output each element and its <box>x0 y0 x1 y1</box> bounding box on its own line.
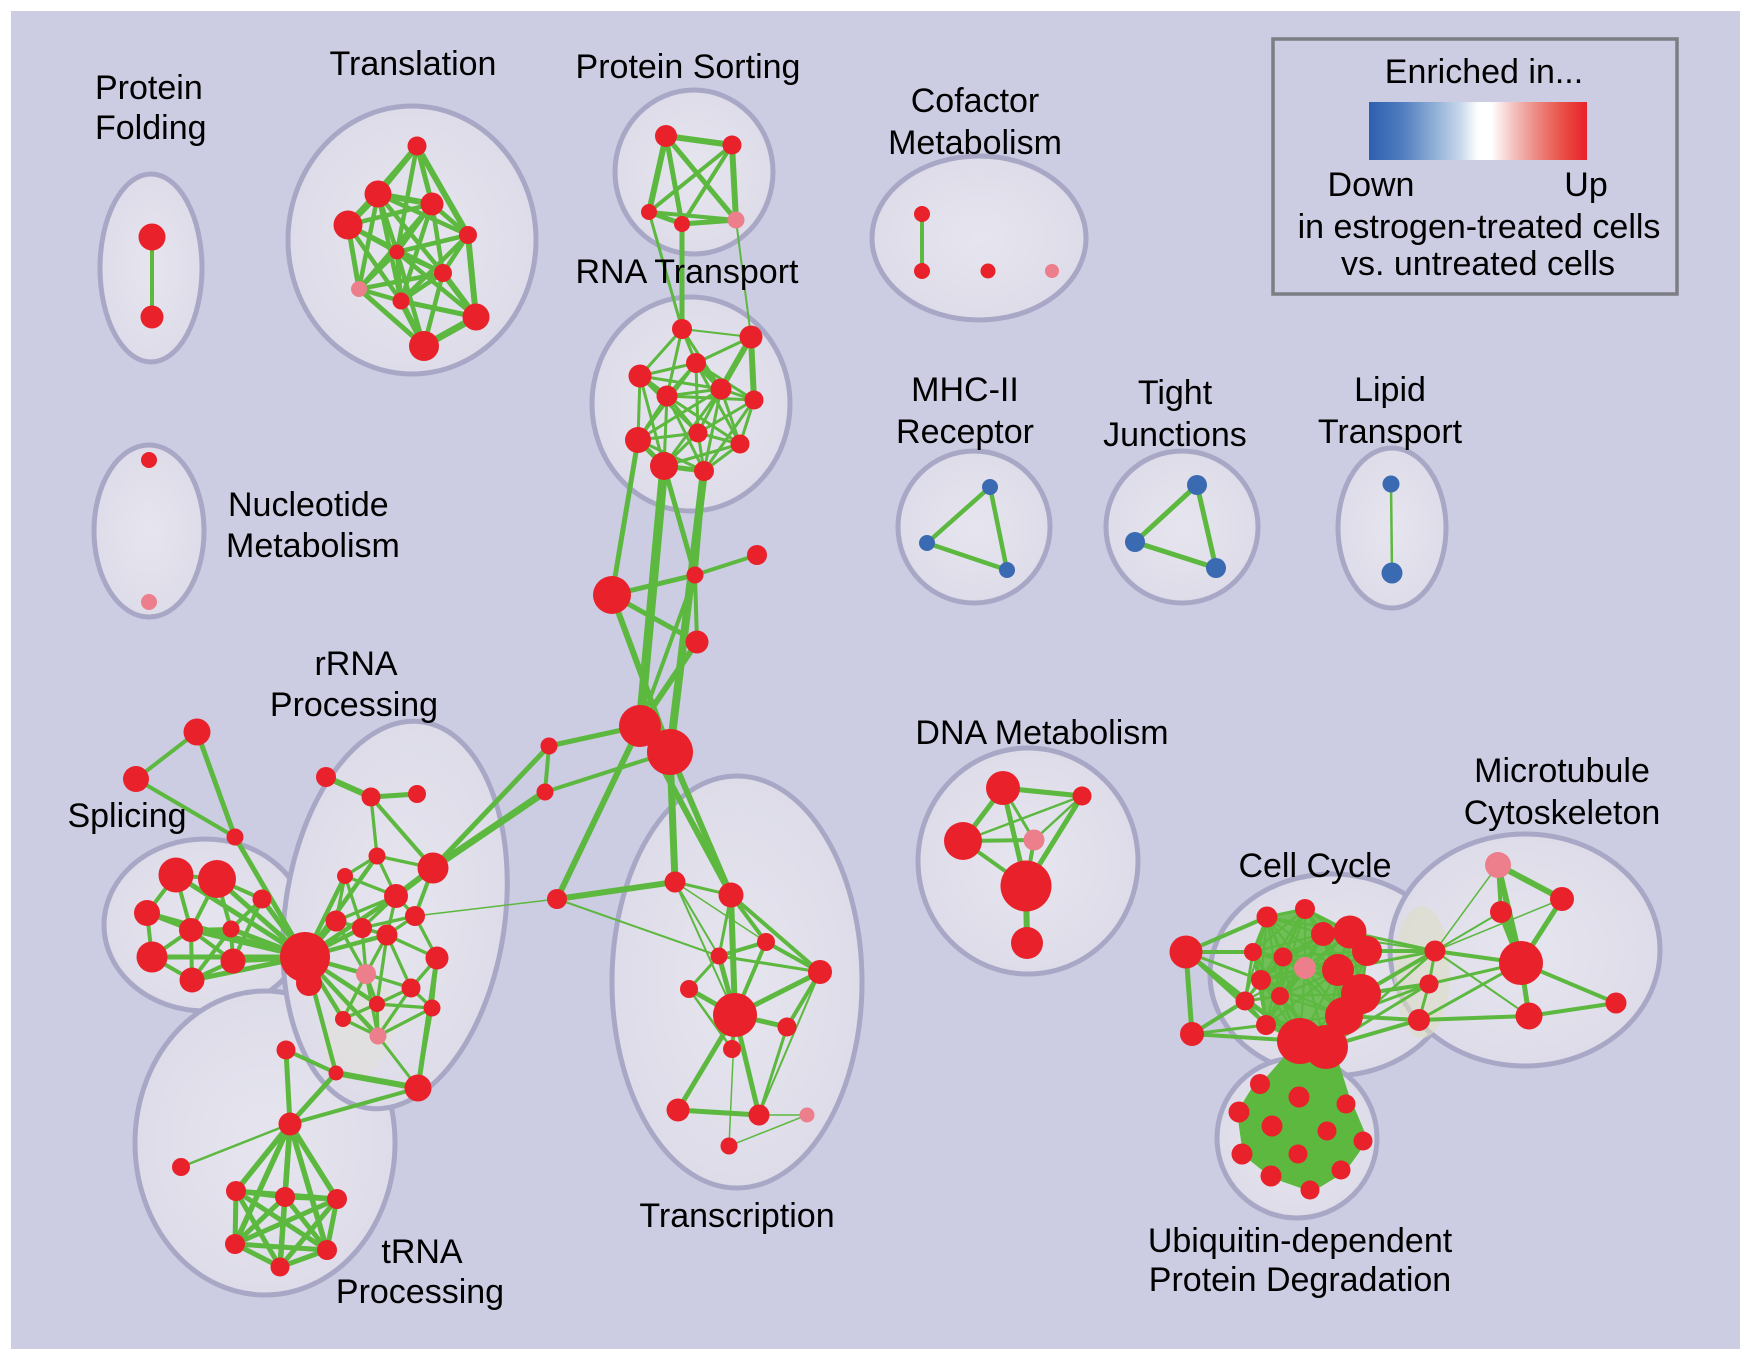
svg-text:Protein Degradation: Protein Degradation <box>1149 1261 1451 1299</box>
svg-text:RNA Transport: RNA Transport <box>576 253 800 291</box>
svg-text:rRNA: rRNA <box>314 645 397 683</box>
svg-text:Receptor: Receptor <box>896 413 1034 451</box>
svg-text:Cytoskeleton: Cytoskeleton <box>1464 794 1661 832</box>
svg-text:tRNA: tRNA <box>381 1233 463 1271</box>
svg-text:Enriched in...: Enriched in... <box>1385 53 1583 91</box>
svg-text:Ubiquitin-dependent: Ubiquitin-dependent <box>1148 1222 1453 1260</box>
svg-text:vs. untreated cells: vs. untreated cells <box>1341 245 1615 283</box>
svg-text:Tight: Tight <box>1138 374 1213 412</box>
svg-text:Junctions: Junctions <box>1103 416 1247 454</box>
svg-text:Transcription: Transcription <box>639 1197 834 1235</box>
svg-text:Up: Up <box>1564 166 1607 204</box>
svg-text:Microtubule: Microtubule <box>1474 752 1650 790</box>
svg-text:Metabolism: Metabolism <box>226 527 400 565</box>
svg-text:Protein Sorting: Protein Sorting <box>576 48 801 86</box>
svg-text:Translation: Translation <box>330 45 497 83</box>
svg-text:Processing: Processing <box>336 1273 504 1311</box>
svg-text:Splicing: Splicing <box>67 797 186 835</box>
svg-text:Protein: Protein <box>95 69 203 107</box>
svg-text:Transport: Transport <box>1318 413 1463 451</box>
svg-text:MHC-II: MHC-II <box>911 371 1019 409</box>
svg-text:Cell Cycle: Cell Cycle <box>1238 847 1391 885</box>
svg-text:Processing: Processing <box>270 686 438 724</box>
svg-text:Lipid: Lipid <box>1354 371 1426 409</box>
svg-text:Cofactor: Cofactor <box>911 82 1040 120</box>
svg-text:Metabolism: Metabolism <box>888 124 1062 162</box>
svg-text:in estrogen-treated cells: in estrogen-treated cells <box>1298 208 1661 246</box>
svg-text:Folding: Folding <box>95 109 207 147</box>
svg-text:DNA Metabolism: DNA Metabolism <box>915 714 1168 752</box>
svg-text:Nucleotide: Nucleotide <box>228 486 389 524</box>
svg-text:Down: Down <box>1328 166 1415 204</box>
